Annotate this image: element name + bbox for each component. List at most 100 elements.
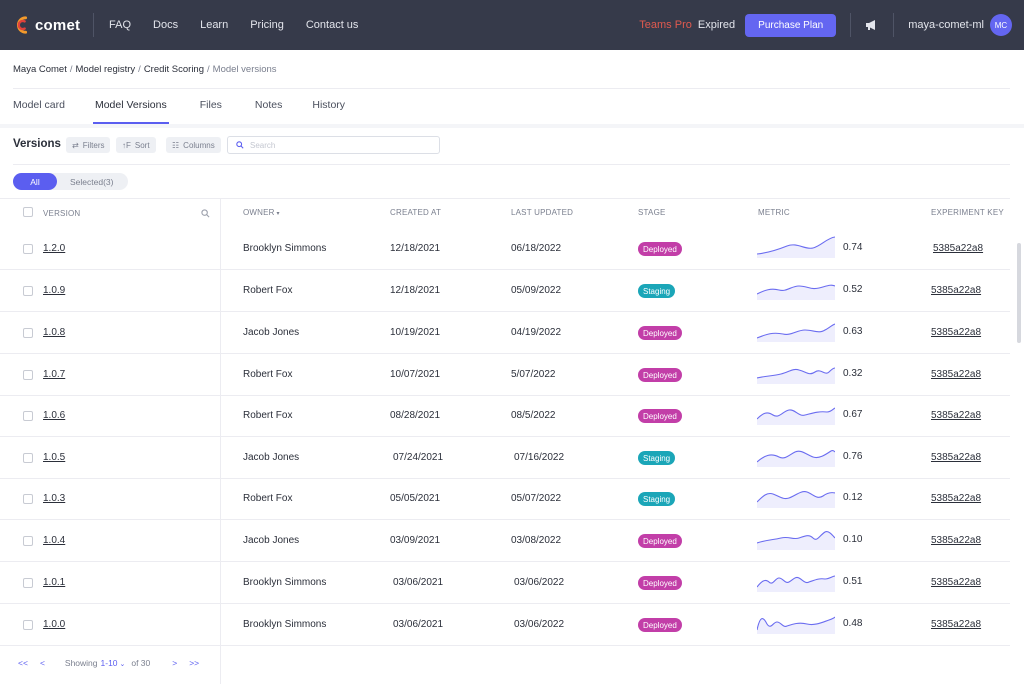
last-page-button[interactable]: >> <box>189 658 200 668</box>
breadcrumb-workspace[interactable]: Maya Comet <box>13 64 67 75</box>
experiment-key-link[interactable]: 5385a22a8 <box>931 410 982 421</box>
header-owner[interactable]: OWNER ▾ <box>243 208 280 217</box>
page-range-select[interactable]: 1-10 ⌄ <box>101 658 126 668</box>
version-link[interactable]: 1.2.0 <box>43 243 66 254</box>
scrollbar[interactable] <box>1017 243 1021 343</box>
row-divider <box>0 436 1010 437</box>
search-input[interactable] <box>250 140 430 150</box>
version-link[interactable]: 1.0.3 <box>43 493 66 504</box>
experiment-key-link[interactable]: 5385a22a8 <box>931 452 982 463</box>
stage-badge: Staging <box>638 284 676 298</box>
experiment-key-link[interactable]: 5385a22a8 <box>931 535 982 546</box>
created-at: 07/24/2021 <box>393 452 444 463</box>
first-page-button[interactable]: << <box>18 658 28 668</box>
row-checkbox[interactable] <box>23 494 33 504</box>
nav-divider <box>93 13 94 37</box>
breadcrumb-registry[interactable]: Model registry <box>75 64 136 75</box>
tab-model-versions[interactable]: Model Versions <box>92 89 169 124</box>
version-link[interactable]: 1.0.9 <box>43 285 66 296</box>
last-updated: 03/06/2022 <box>514 577 565 588</box>
experiment-key-link[interactable]: 5385a22a8 <box>931 577 982 588</box>
columns-button[interactable]: ☷ Columns <box>166 137 221 153</box>
tab-files[interactable]: Files <box>199 99 222 111</box>
sort-label: Sort <box>134 140 150 150</box>
row-checkbox[interactable] <box>23 536 33 546</box>
row-divider <box>0 269 1010 270</box>
sparkline-area <box>757 324 835 342</box>
selection-filter: All Selected(3) <box>13 173 128 190</box>
header-experiment-key[interactable]: EXPERIMENT KEY <box>931 208 1004 217</box>
breadcrumb-model[interactable]: Credit Scoring <box>143 64 205 75</box>
row-checkbox[interactable] <box>23 620 33 630</box>
header-created-at[interactable]: CREATED AT <box>390 208 442 217</box>
metric-sparkline <box>757 491 835 508</box>
username[interactable]: maya-comet-ml <box>908 19 984 31</box>
metric-sparkline <box>757 450 835 467</box>
version-link[interactable]: 1.0.6 <box>43 410 66 421</box>
version-link[interactable]: 1.0.4 <box>43 535 66 546</box>
row-divider <box>0 519 1010 520</box>
created-at: 08/28/2021 <box>390 410 441 421</box>
experiment-key-link[interactable]: 5385a22a8 <box>931 619 982 630</box>
version-link[interactable]: 1.0.7 <box>43 369 66 380</box>
pagination: << < Showing 1-10 ⌄ of 30 > >> <box>18 658 199 668</box>
row-checkbox[interactable] <box>23 244 33 254</box>
metric-value: 0.48 <box>843 618 863 629</box>
header-version[interactable]: VERSION <box>43 209 81 218</box>
row-checkbox[interactable] <box>23 453 33 463</box>
row-checkbox[interactable] <box>23 411 33 421</box>
row-checkbox[interactable] <box>23 370 33 380</box>
nav-pricing[interactable]: Pricing <box>250 19 284 31</box>
nav-learn[interactable]: Learn <box>200 19 229 31</box>
select-all-checkbox[interactable] <box>23 207 33 217</box>
tab-history[interactable]: History <box>312 99 346 111</box>
total-count: of 30 <box>131 658 151 668</box>
version-link[interactable]: 1.0.5 <box>43 452 66 463</box>
row-checkbox[interactable] <box>23 578 33 588</box>
experiment-key-link[interactable]: 5385a22a8 <box>933 243 984 254</box>
nav-contact[interactable]: Contact us <box>305 19 359 31</box>
sparkline-line <box>757 531 835 544</box>
experiment-key-link[interactable]: 5385a22a8 <box>931 327 982 338</box>
stage-badge: Deployed <box>638 409 682 423</box>
filters-button[interactable]: ⇄ Filters <box>66 137 111 153</box>
search-box[interactable] <box>227 136 440 154</box>
tab-notes[interactable]: Notes <box>254 99 283 111</box>
comet-logo[interactable]: comet <box>13 15 93 35</box>
metric-sparkline <box>757 367 835 384</box>
experiment-key-link[interactable]: 5385a22a8 <box>931 285 982 296</box>
owner-name: Brooklyn Simmons <box>243 619 327 630</box>
sort-button[interactable]: ↑F Sort <box>116 137 156 153</box>
prev-page-button[interactable]: < <box>39 658 45 668</box>
avatar[interactable]: MC <box>990 14 1012 36</box>
sparkline-line <box>757 616 835 631</box>
version-link[interactable]: 1.0.8 <box>43 327 66 338</box>
version-link[interactable]: 1.0.0 <box>43 619 66 630</box>
nav-docs[interactable]: Docs <box>153 19 179 31</box>
sparkline-line <box>757 284 835 295</box>
header-last-updated[interactable]: LAST UPDATED <box>511 208 574 217</box>
experiment-key-link[interactable]: 5385a22a8 <box>931 493 982 504</box>
experiment-key-link[interactable]: 5385a22a8 <box>931 369 982 380</box>
sparkline-area <box>757 531 835 550</box>
row-checkbox[interactable] <box>23 286 33 296</box>
next-page-button[interactable]: > <box>172 658 178 668</box>
filter-all-button[interactable]: All <box>13 173 57 190</box>
metric-value: 0.10 <box>843 534 863 545</box>
filter-selected-button[interactable]: Selected(3) <box>70 176 114 187</box>
megaphone-icon[interactable] <box>865 19 879 31</box>
chevron-down-icon: ⌄ <box>117 661 126 668</box>
version-search-icon[interactable] <box>201 209 210 218</box>
tab-model-card[interactable]: Model card <box>13 99 65 111</box>
stage-badge: Staging <box>638 451 676 465</box>
metric-value: 0.63 <box>843 326 863 337</box>
header-metric[interactable]: METRIC <box>758 208 790 217</box>
nav-faq[interactable]: FAQ <box>109 19 132 31</box>
metric-value: 0.76 <box>843 451 863 462</box>
stage-badge: Deployed <box>638 534 682 548</box>
version-link[interactable]: 1.0.1 <box>43 577 66 588</box>
purchase-plan-button[interactable]: Purchase Plan <box>745 13 837 37</box>
created-at: 12/18/2021 <box>390 243 441 254</box>
header-stage[interactable]: STAGE <box>638 208 666 217</box>
row-checkbox[interactable] <box>23 328 33 338</box>
